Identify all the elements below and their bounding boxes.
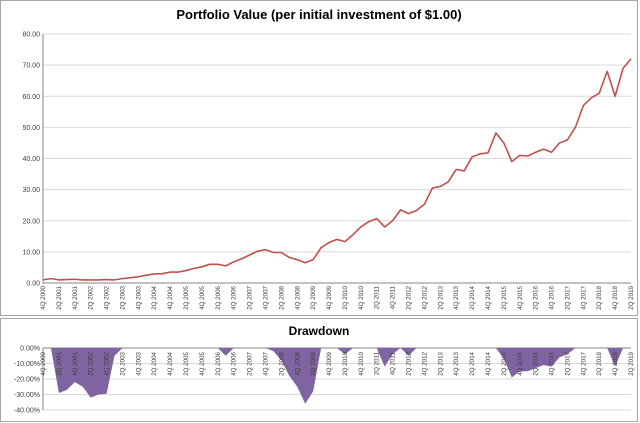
x-tick-label: 2Q 2009 xyxy=(310,351,317,375)
y-tick-label: 10.00 xyxy=(22,249,40,256)
y-tick-label: 0.00 xyxy=(26,281,40,288)
x-tick-label: 4Q 2015 xyxy=(517,351,524,375)
x-tick-label: 4Q 2001 xyxy=(72,285,79,309)
x-tick-label: 2Q 2017 xyxy=(564,285,571,309)
x-tick-label: 4Q 2004 xyxy=(167,285,174,309)
x-tick-label: 4Q 2018 xyxy=(612,351,619,375)
portfolio-chart-title: Portfolio Value (per initial investment … xyxy=(176,7,462,22)
portfolio-value-line xyxy=(42,58,632,281)
x-tick-label: 2Q 2015 xyxy=(501,285,508,309)
y-tick-label: -10.00% xyxy=(14,361,40,368)
x-tick-label: 4Q 2017 xyxy=(580,351,587,375)
x-tick-label: 4Q 2010 xyxy=(358,351,365,375)
x-tick-label: 4Q 2014 xyxy=(485,351,492,375)
x-tick-label: 2Q 2004 xyxy=(151,351,158,375)
x-tick-label: 4Q 2000 xyxy=(40,351,47,375)
x-tick-label: 4Q 2011 xyxy=(390,285,397,309)
x-tick-label: 2Q 2018 xyxy=(596,285,603,309)
y-tick-label: 40.00 xyxy=(22,156,40,163)
x-tick-label: 2Q 2015 xyxy=(501,351,508,375)
x-tick-label: 4Q 2003 xyxy=(135,285,142,309)
x-tick-label: 2Q 2009 xyxy=(310,285,317,309)
x-tick-label: 2Q 2002 xyxy=(88,285,95,309)
y-tick-label: 60.00 xyxy=(22,94,40,101)
x-tick-label: 2Q 2012 xyxy=(406,351,413,375)
x-tick-label: 4Q 2005 xyxy=(199,285,206,309)
x-tick-label: 4Q 2014 xyxy=(485,285,492,309)
x-tick-label: 4Q 2006 xyxy=(231,285,238,309)
drawdown-panel: Drawdown 0.00% -10.00% -20.00% -30.00% -40.0… xyxy=(0,318,638,422)
x-tick-label: 2Q 2011 xyxy=(374,285,381,309)
drawdown-chart: 0.00% -10.00% -20.00% -30.00% -40.00% 4Q 2000… xyxy=(14,346,635,415)
y-tick-label: 0.00% xyxy=(20,346,40,353)
x-tick-label: 4Q 2009 xyxy=(326,351,333,375)
x-tick-label: 2Q 2019 xyxy=(628,351,635,375)
x-tick-label: 2Q 2013 xyxy=(437,285,444,309)
x-tick-label: 4Q 2015 xyxy=(517,285,524,309)
x-tick-label: 4Q 2016 xyxy=(549,285,556,309)
x-tick-label: 2Q 2001 xyxy=(56,351,63,375)
x-tick-label: 4Q 2003 xyxy=(135,351,142,375)
x-tick-label: 2Q 2010 xyxy=(342,285,349,309)
x-tick-label: 4Q 2010 xyxy=(358,285,365,309)
x-tick-label: 2Q 2008 xyxy=(278,285,285,309)
x-tick-label: 2Q 2003 xyxy=(119,285,126,309)
x-tick-label: 4Q 2011 xyxy=(390,351,397,375)
x-tick-label: 2Q 2004 xyxy=(151,285,158,309)
x-tick-label: 4Q 2007 xyxy=(262,351,269,375)
x-tick-label: 2Q 2005 xyxy=(183,285,190,309)
x-tick-label: 4Q 2008 xyxy=(294,285,301,309)
x-tick-label: 2Q 2017 xyxy=(564,351,571,375)
y-tick-label: -30.00% xyxy=(14,392,40,399)
x-tick-label: 2Q 2010 xyxy=(342,351,349,375)
portfolio-value-chart: 0.00 10.00 20.00 30.00 40.00 50.00 60.00 70.00 8… xyxy=(22,32,635,310)
x-tick-label: 2Q 2007 xyxy=(247,285,254,309)
x-tick-label: 2Q 2006 xyxy=(215,351,222,375)
x-tick-label: 4Q 2004 xyxy=(167,351,174,375)
x-tick-label: 4Q 2008 xyxy=(294,351,301,375)
x-tick-label: 2Q 2019 xyxy=(628,285,635,309)
x-tick-label: 4Q 2007 xyxy=(262,285,269,309)
x-tick-label: 4Q 2005 xyxy=(199,351,206,375)
x-tick-label: 2Q 2007 xyxy=(247,351,254,375)
x-tick-label: 4Q 2012 xyxy=(421,285,428,309)
x-tick-label: 4Q 2013 xyxy=(453,351,460,375)
drawdown-chart-title: Drawdown xyxy=(288,324,350,338)
x-tick-label: 2Q 2018 xyxy=(596,351,603,375)
x-tick-label: 4Q 2017 xyxy=(580,285,587,309)
x-tick-label: 2Q 2002 xyxy=(88,351,95,375)
x-tick-label: 4Q 2016 xyxy=(549,351,556,375)
x-tick-label: 4Q 2000 xyxy=(40,285,47,309)
x-tick-label: 2Q 2008 xyxy=(278,351,285,375)
x-tick-label: 4Q 2012 xyxy=(421,351,428,375)
x-tick-label: 2Q 2012 xyxy=(406,285,413,309)
y-tick-label: 80.00 xyxy=(22,32,40,39)
x-tick-label: 4Q 2002 xyxy=(104,351,111,375)
x-tick-label: 2Q 2014 xyxy=(469,285,476,309)
x-tick-label: 4Q 2013 xyxy=(453,285,460,309)
x-tick-label: 4Q 2006 xyxy=(231,351,238,375)
y-tick-label: 50.00 xyxy=(22,125,40,132)
y-tick-label: 20.00 xyxy=(22,218,40,225)
y-tick-label: 30.00 xyxy=(22,187,40,194)
x-tick-label: 4Q 2001 xyxy=(72,351,79,375)
x-tick-label: 2Q 2016 xyxy=(533,351,540,375)
y-tick-label: -40.00% xyxy=(14,408,40,415)
x-tick-label: 2Q 2013 xyxy=(437,351,444,375)
x-tick-label: 4Q 2009 xyxy=(326,285,333,309)
x-tick-label: 2Q 2003 xyxy=(119,351,126,375)
x-tick-label: 2Q 2011 xyxy=(374,351,381,375)
x-tick-label: 4Q 2018 xyxy=(612,285,619,309)
x-tick-label: 2Q 2006 xyxy=(215,285,222,309)
y-tick-label: -20.00% xyxy=(14,377,40,384)
x-tick-label: 2Q 2001 xyxy=(56,285,63,309)
y-tick-label: 70.00 xyxy=(22,63,40,70)
x-tick-label: 2Q 2016 xyxy=(533,285,540,309)
drawdown-area xyxy=(43,348,631,404)
x-tick-label: 2Q 2005 xyxy=(183,351,190,375)
x-tick-label: 2Q 2014 xyxy=(469,351,476,375)
portfolio-value-panel: Portfolio Value (per initial investment … xyxy=(0,0,638,316)
x-tick-label: 4Q 2002 xyxy=(104,285,111,309)
